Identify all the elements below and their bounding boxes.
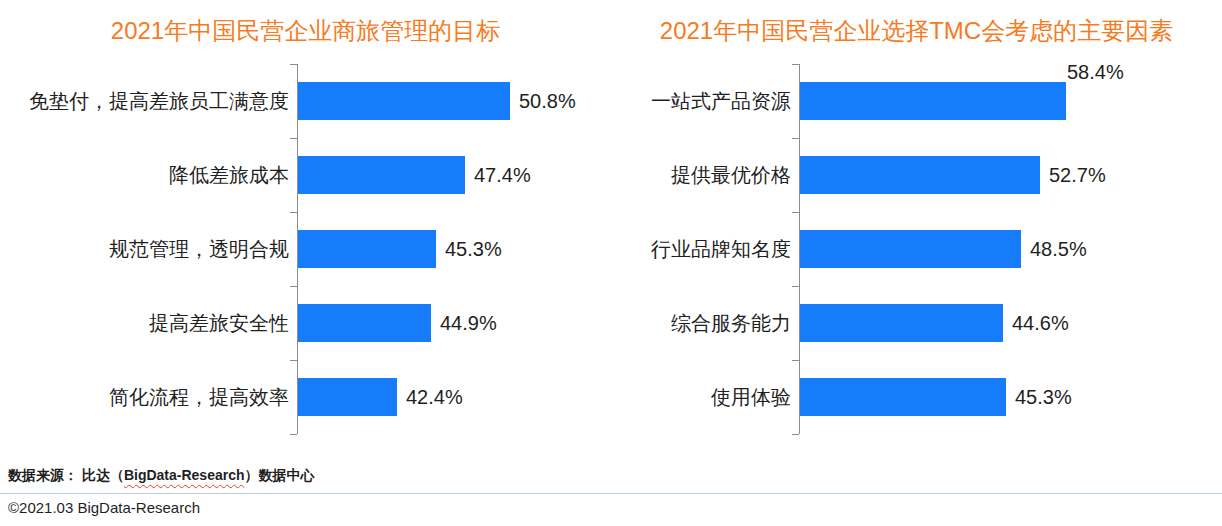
report-canvas: 2021年中国民营企业商旅管理的目标 2021年中国民营企业选择TMC会考虑的主… [0,0,1222,526]
bar [800,230,1021,268]
value-label: 58.4% [1067,60,1124,84]
bar-chart-tmc-factors: 一站式产品资源 58.4% 提供最优价格 52.7% 行业品牌知名度 48.5% 综合服务能… [0,0,1222,526]
category-label: 使用体验 [511,360,791,434]
value-label: 44.6% [1012,286,1069,360]
data-source-note: 数据来源： 比达（BigData-Research）数据中心 [8,466,315,484]
source-suffix-text: ）数据中心 [245,467,315,483]
category-label: 一站式产品资源 [511,64,791,138]
axis-tick [792,212,799,213]
axis-tick [792,286,799,287]
source-brand-text: BigData-Research [124,467,245,483]
value-label: 45.3% [1015,360,1072,434]
axis-tick [792,434,799,435]
copyright-text: ©2021.03 BigData-Research [8,499,200,517]
bar [800,82,1066,120]
category-label: 综合服务能力 [511,286,791,360]
bar [800,156,1040,194]
bar [800,304,1003,342]
bar [800,378,1006,416]
category-label: 提供最优价格 [511,138,791,212]
category-label: 行业品牌知名度 [511,212,791,286]
source-prefix-text: 数据来源： 比达（ [8,467,124,483]
axis-tick [792,360,799,361]
axis-tick [792,138,799,139]
value-label: 52.7% [1049,138,1106,212]
footer-divider [0,493,1222,494]
axis-tick [792,64,799,65]
value-label: 48.5% [1030,212,1087,286]
